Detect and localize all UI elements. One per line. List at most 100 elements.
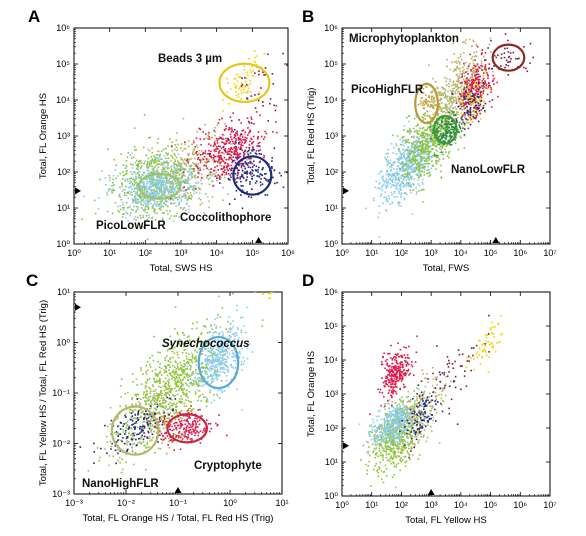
data-point (141, 182, 143, 184)
data-point (416, 150, 419, 153)
data-point (142, 397, 145, 399)
data-point (476, 83, 479, 86)
data-point (450, 132, 453, 134)
data-point (172, 364, 174, 367)
data-point (365, 207, 367, 210)
data-point (220, 152, 222, 154)
data-point (247, 166, 250, 168)
data-point (174, 173, 176, 176)
data-point (151, 158, 153, 161)
data-point (433, 144, 435, 147)
data-point (193, 148, 196, 150)
data-point (391, 172, 394, 175)
data-point (130, 191, 133, 193)
data-point (161, 182, 164, 184)
data-point (452, 88, 454, 90)
data-point (214, 175, 217, 177)
data-point (463, 71, 465, 74)
data-point (402, 164, 404, 166)
data-point (188, 361, 190, 364)
data-point (156, 142, 159, 144)
data-point (409, 171, 411, 174)
data-point (249, 152, 252, 154)
data-point (258, 70, 260, 72)
data-point (130, 437, 133, 439)
data-point (175, 139, 178, 142)
data-point (232, 142, 235, 145)
data-point (436, 87, 439, 90)
data-point (461, 41, 464, 43)
data-point (426, 101, 428, 103)
data-point (403, 176, 406, 178)
data-point (210, 144, 212, 147)
data-point (197, 158, 199, 161)
data-point (157, 404, 160, 407)
data-point (222, 170, 225, 173)
data-point (418, 190, 420, 192)
data-point (133, 145, 136, 148)
data-point (419, 159, 422, 162)
data-point (128, 411, 131, 414)
data-point (258, 73, 260, 76)
data-point (471, 73, 473, 76)
y-tick-label: 10⁵ (324, 59, 338, 69)
data-point (141, 174, 143, 176)
data-point (184, 343, 187, 345)
data-point (388, 162, 391, 164)
data-point (147, 399, 149, 402)
y-tick-label: 10² (57, 167, 70, 177)
data-point (236, 130, 238, 133)
data-point (209, 330, 211, 333)
data-point (151, 439, 153, 441)
data-point (433, 100, 436, 102)
data-point (148, 386, 150, 389)
data-point (189, 375, 191, 377)
data-point (451, 92, 453, 95)
data-point (409, 182, 411, 184)
data-point (182, 190, 185, 192)
gate-picolowflr (137, 172, 182, 200)
data-point (158, 427, 161, 429)
data-point (188, 385, 190, 388)
data-point (184, 393, 187, 396)
data-point (453, 129, 455, 131)
data-point (483, 109, 486, 112)
data-point (426, 127, 429, 130)
data-point (442, 87, 444, 89)
data-point (157, 174, 159, 177)
data-point (459, 107, 462, 110)
data-point (114, 202, 117, 204)
data-point (290, 78, 292, 80)
data-point (460, 95, 462, 98)
data-point (157, 360, 159, 363)
data-point (151, 159, 153, 162)
data-point (135, 192, 137, 195)
data-point (434, 81, 437, 83)
data-point (399, 184, 401, 186)
data-point (413, 170, 415, 172)
data-point (262, 101, 264, 103)
data-point (421, 101, 423, 104)
data-point (445, 135, 448, 137)
data-point (261, 168, 264, 170)
data-point (140, 201, 142, 204)
data-point (243, 154, 245, 156)
data-point (480, 64, 482, 67)
data-point (150, 182, 152, 184)
data-point (240, 180, 242, 183)
data-point (184, 178, 187, 181)
data-point (138, 200, 141, 203)
data-point (249, 162, 252, 164)
data-point (437, 160, 440, 162)
axis-ticks: 10⁰ 10¹ 10² 10³ 10⁴ 10⁵ 10⁶ 10⁷10⁰10¹10²10³10⁴1… (324, 23, 557, 258)
data-point (470, 99, 473, 101)
data-point (409, 153, 411, 155)
data-point (391, 164, 394, 166)
data-point (430, 135, 433, 137)
data-point (471, 76, 473, 79)
data-point (169, 182, 171, 184)
data-point (130, 163, 132, 165)
data-point (135, 395, 138, 397)
data-point (439, 151, 442, 154)
data-point (231, 167, 233, 170)
